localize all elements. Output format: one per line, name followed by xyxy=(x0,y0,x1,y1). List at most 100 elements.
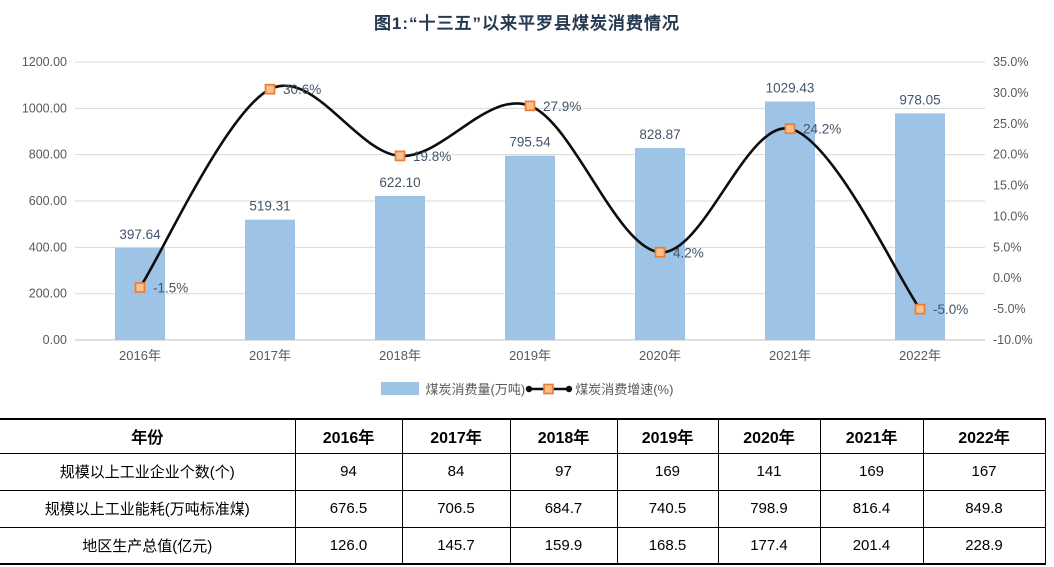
year-column-header: 2016年 xyxy=(295,419,403,453)
value-cell: 706.5 xyxy=(402,489,511,527)
line-series-swatch-icon xyxy=(526,383,573,394)
right-axis-tick-label: 20.0% xyxy=(993,148,1028,162)
growth-marker-icon xyxy=(654,246,666,258)
right-axis-tick-label: 10.0% xyxy=(993,209,1028,223)
left-axis-tick-label: 200.00 xyxy=(29,287,67,301)
row-label-cell: 地区生产总值(亿元) xyxy=(0,526,296,564)
value-cell: 126.0 xyxy=(295,526,403,564)
legend-item-bar: 煤炭消费量(万吨) xyxy=(380,379,526,398)
legend-line-label: 煤炭消费增速(%) xyxy=(575,382,674,397)
growth-value-label: -1.5% xyxy=(153,280,188,295)
bar-value-label: 519.31 xyxy=(249,199,290,214)
bar-value-label: 1029.43 xyxy=(766,81,815,96)
value-cell: 84 xyxy=(402,452,511,490)
growth-value-label: 27.9% xyxy=(543,99,581,114)
value-cell: 740.5 xyxy=(617,489,719,527)
growth-value-label: 19.8% xyxy=(413,149,451,164)
growth-value-label: -5.0% xyxy=(933,302,968,317)
chart-legend: 煤炭消费量(万吨) 煤炭消费增速(%) xyxy=(0,379,1054,398)
bar-value-label: 397.64 xyxy=(119,227,161,242)
x-axis-label: 2019年 xyxy=(509,348,551,363)
value-cell: 177.4 xyxy=(718,526,821,564)
left-axis-tick-label: 1000.00 xyxy=(22,101,67,115)
right-axis-tick-label: 0.0% xyxy=(993,271,1022,285)
consumption-bar xyxy=(115,247,165,340)
value-cell: 798.9 xyxy=(718,489,821,527)
right-axis-tick-label: -5.0% xyxy=(993,302,1026,316)
table-row: 规模以上工业能耗(万吨标准煤) 676.5 706.5 684.7 740.5 798.9… xyxy=(0,489,1046,527)
consumption-bar xyxy=(765,101,815,340)
consumption-bar xyxy=(375,195,425,340)
year-column-header: 2020年 xyxy=(718,419,821,453)
value-cell: 816.4 xyxy=(820,489,924,527)
bar-value-label: 978.05 xyxy=(899,92,940,107)
right-axis-tick-label: -10.0% xyxy=(993,333,1033,347)
consumption-bar xyxy=(505,155,555,340)
growth-value-label: 30.6% xyxy=(283,82,321,97)
value-cell: 159.9 xyxy=(510,526,618,564)
x-axis-label: 2020年 xyxy=(639,348,681,363)
table-row: 地区生产总值(亿元) 126.0 145.7 159.9 168.5 177.4 201.4… xyxy=(0,526,1046,564)
value-cell: 169 xyxy=(820,452,924,490)
value-cell: 141 xyxy=(718,452,821,490)
right-axis-tick-label: 25.0% xyxy=(993,117,1028,131)
growth-marker-icon xyxy=(524,100,536,112)
consumption-bar xyxy=(895,113,945,340)
year-column-header: 2022年 xyxy=(923,419,1046,453)
left-axis-tick-label: 800.00 xyxy=(29,148,67,162)
x-axis-label: 2016年 xyxy=(119,348,161,363)
bar-value-label: 828.87 xyxy=(639,127,680,142)
right-axis-tick-label: 35.0% xyxy=(993,55,1028,69)
year-header-cell: 年份 xyxy=(0,419,296,453)
row-label-cell: 规模以上工业能耗(万吨标准煤) xyxy=(0,489,296,527)
legend-line-endpoint xyxy=(526,385,533,392)
value-cell: 168.5 xyxy=(617,526,719,564)
right-axis-tick-label: 30.0% xyxy=(993,86,1028,100)
x-axis-label: 2021年 xyxy=(769,348,811,363)
legend-marker-icon xyxy=(543,383,555,394)
growth-marker-icon xyxy=(394,150,406,162)
year-column-header: 2017年 xyxy=(402,419,511,453)
legend-line-endpoint xyxy=(566,385,573,392)
consumption-bar xyxy=(245,219,295,340)
value-cell: 849.8 xyxy=(923,489,1046,527)
value-cell: 684.7 xyxy=(510,489,618,527)
x-axis-label: 2018年 xyxy=(379,348,421,363)
legend-bar-label: 煤炭消费量(万吨) xyxy=(425,382,526,397)
value-cell: 228.9 xyxy=(923,526,1046,564)
bar-series-swatch-icon xyxy=(380,382,419,395)
value-cell: 145.7 xyxy=(402,526,511,564)
value-cell: 676.5 xyxy=(295,489,403,527)
right-axis-tick-label: 5.0% xyxy=(993,240,1022,254)
year-column-header: 2018年 xyxy=(510,419,618,453)
row-label-cell: 规模以上工业企业个数(个) xyxy=(0,452,296,490)
right-axis-tick-label: 15.0% xyxy=(993,179,1028,193)
table-row: 规模以上工业企业个数(个) 94 84 97 169 141 169 167 xyxy=(0,452,1046,490)
growth-marker-icon xyxy=(264,83,276,95)
year-column-header: 2019年 xyxy=(617,419,719,453)
value-cell: 97 xyxy=(510,452,618,490)
x-axis-label: 2017年 xyxy=(249,348,291,363)
coal-consumption-chart: 0.00 200.00 400.00 600.00 800.00 1000.00 1200.… xyxy=(22,55,1033,363)
growth-marker-icon xyxy=(914,303,926,315)
chart-title: 图1:“十三五”以来平罗县煤炭消费情况 xyxy=(373,14,681,33)
bar-value-label: 622.10 xyxy=(379,175,420,190)
year-column-header: 2021年 xyxy=(820,419,924,453)
bar-value-label: 795.54 xyxy=(509,135,551,150)
growth-value-label: 24.2% xyxy=(803,122,841,137)
table-header-row: 年份 2016年 2017年 2018年 2019年 2020年 2021年 2022年 xyxy=(0,419,1046,453)
value-cell: 201.4 xyxy=(820,526,924,564)
left-axis-tick-label: 600.00 xyxy=(29,194,67,208)
growth-marker-icon xyxy=(784,123,796,135)
legend-item-line: 煤炭消费增速(%) xyxy=(525,379,673,398)
value-cell: 169 xyxy=(617,452,719,490)
growth-value-label: 4.2% xyxy=(673,245,704,260)
value-cell: 94 xyxy=(295,452,403,490)
left-axis-tick-label: 1200.00 xyxy=(22,55,67,69)
value-cell: 167 xyxy=(923,452,1046,490)
left-axis-tick-label: 0.00 xyxy=(43,333,67,347)
stats-table: 年份 2016年 2017年 2018年 2019年 2020年 2021年 2022年 规模以… xyxy=(0,418,1046,565)
left-axis-tick-label: 400.00 xyxy=(29,240,67,254)
x-axis-label: 2022年 xyxy=(899,348,941,363)
